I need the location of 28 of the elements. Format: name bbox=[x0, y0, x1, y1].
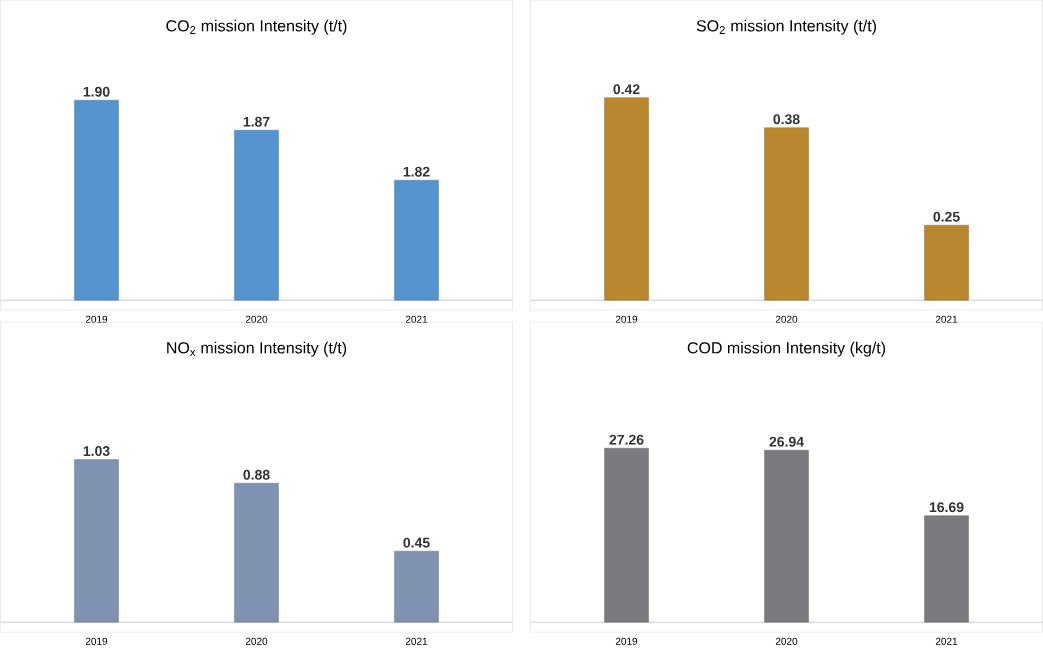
x-tick-label: 2021 bbox=[405, 637, 428, 645]
x-tick-label: 2021 bbox=[935, 315, 958, 323]
data-label: 0.45 bbox=[403, 537, 430, 548]
x-tick-label: 2020 bbox=[775, 637, 798, 645]
data-label: 1.82 bbox=[403, 166, 430, 177]
text: NO$_{x}$ mission Intensity (t/t) bbox=[167, 341, 347, 357]
x-tick-label: 2019 bbox=[85, 315, 108, 323]
text: SO$_{2}$ mission Intensity (t/t) bbox=[696, 19, 876, 35]
data-label: 1.03 bbox=[83, 446, 110, 456]
data-label: 1.87 bbox=[243, 116, 270, 127]
text: CO$_{2}$ mission Intensity (t/t) bbox=[166, 19, 347, 35]
x-tick-label: 2021 bbox=[405, 315, 428, 323]
x-tick-label: 2019 bbox=[615, 315, 638, 323]
x-tick-label: 2020 bbox=[245, 315, 268, 323]
data-label: 16.69 bbox=[929, 502, 964, 513]
x-tick-label: 2020 bbox=[775, 315, 798, 323]
data-label: 27.26 bbox=[609, 434, 644, 445]
x-tick-label: 2019 bbox=[615, 637, 638, 645]
data-label: 0.38 bbox=[773, 114, 800, 125]
data-label: 0.88 bbox=[243, 469, 270, 480]
data-label: 0.25 bbox=[933, 211, 960, 222]
data-label: 1.90 bbox=[83, 86, 110, 97]
x-tick-label: 2021 bbox=[935, 637, 958, 645]
data-label: 0.42 bbox=[613, 84, 640, 95]
text: COD mission Intensity (kg/t) bbox=[687, 341, 886, 357]
x-tick-label: 2019 bbox=[85, 637, 108, 645]
data-label: 26.94 bbox=[769, 436, 804, 447]
x-tick-label: 2020 bbox=[245, 637, 268, 645]
